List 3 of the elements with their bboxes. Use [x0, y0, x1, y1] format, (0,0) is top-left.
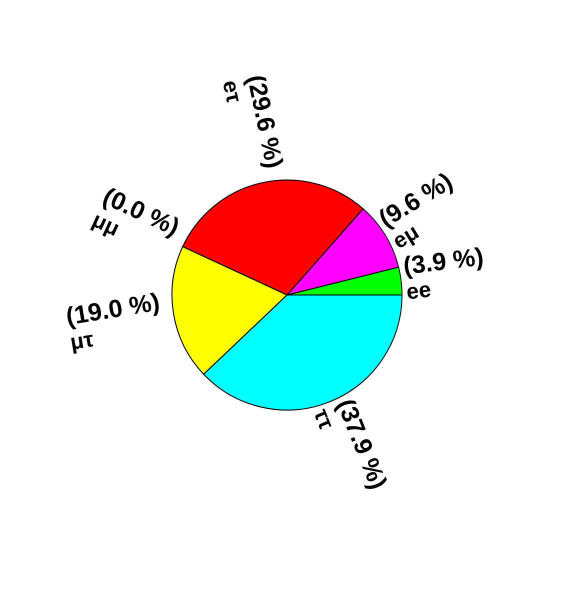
data-label: (19.0 %)	[64, 288, 162, 332]
data-label: (29.6 %)	[241, 72, 288, 171]
data-label: (37.9 %)	[331, 395, 392, 494]
